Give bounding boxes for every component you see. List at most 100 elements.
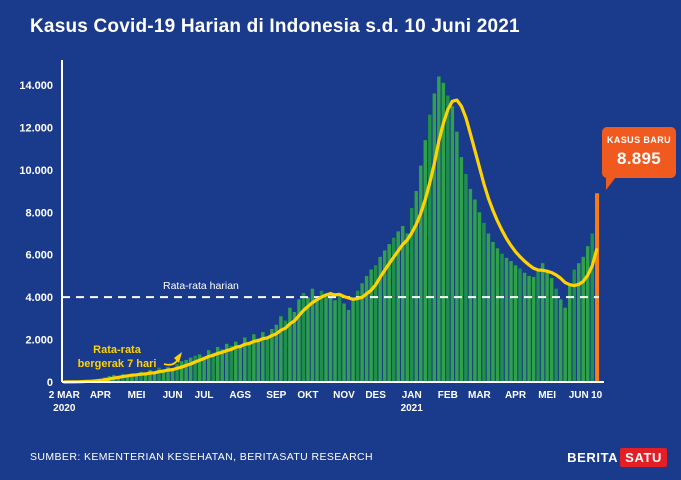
source-text: SUMBER: KEMENTERIAN KESEHATAN, BERITASAT…: [30, 451, 374, 463]
x-tick-label: MEI: [128, 390, 146, 401]
case-bar: [179, 361, 184, 382]
case-bar: [586, 246, 590, 382]
case-bar: [143, 373, 148, 382]
case-bar: [229, 345, 233, 382]
case-bar: [382, 250, 387, 382]
case-bar: [148, 369, 152, 382]
case-bar: [152, 371, 157, 382]
case-bar: [161, 369, 166, 382]
case-bar: [364, 275, 369, 382]
case-bar: [527, 275, 531, 382]
case-bar: [455, 131, 459, 382]
x-tick-label: APR: [90, 390, 112, 401]
case-bar: [405, 233, 409, 382]
chart-title: Kasus Covid-19 Harian di Indonesia s.d. …: [30, 16, 520, 37]
x-tick-label: MEI: [538, 390, 556, 401]
case-bar: [238, 344, 242, 382]
case-bar: [256, 338, 261, 382]
case-bar: [125, 375, 130, 382]
case-bar: [333, 300, 337, 382]
case-bar: [428, 114, 432, 383]
x-tick-label: APR: [505, 390, 527, 401]
case-bar: [310, 288, 315, 382]
case-bar: [531, 276, 536, 382]
y-tick-label: 0: [47, 377, 53, 389]
case-bar: [486, 233, 491, 382]
case-bar: [175, 363, 179, 382]
x-tick-label: MAR: [468, 390, 492, 401]
latest-cases-bar: [595, 193, 600, 382]
case-bar: [188, 357, 193, 382]
x-tick-label: DES: [365, 390, 386, 401]
case-bar: [576, 263, 581, 382]
case-bar: [157, 367, 161, 382]
case-bar: [387, 244, 391, 382]
case-bar: [274, 324, 279, 382]
annotation-arrowhead: [174, 352, 182, 363]
case-bar: [549, 278, 554, 382]
x-tick-label: JUL: [195, 390, 214, 401]
x-tick-label: NOV: [333, 390, 355, 401]
case-bar: [279, 316, 283, 382]
case-bar: [373, 265, 378, 382]
case-bar: [378, 256, 382, 382]
case-bar: [193, 355, 197, 382]
case-bar: [283, 320, 288, 382]
case-bar: [410, 208, 414, 382]
new-cases-callout-label: KASUS BARU: [606, 135, 671, 145]
case-bar: [369, 269, 373, 382]
x-tick-label: JAN: [402, 390, 422, 401]
case-bar: [170, 368, 175, 382]
case-bar: [536, 269, 540, 382]
case-bar: [234, 341, 238, 382]
case-bar: [351, 299, 355, 382]
case-bar: [482, 222, 486, 382]
case-bar: [288, 307, 292, 382]
case-bar: [513, 265, 518, 382]
case-bar: [437, 76, 441, 383]
case-bar: [590, 233, 594, 382]
case-bar: [139, 371, 143, 382]
new-cases-callout-value: 8.895: [616, 149, 662, 168]
x-tick-label: 2 MAR: [49, 390, 81, 401]
case-bar: [581, 256, 585, 382]
daily-case-bars: [62, 76, 600, 383]
case-bar: [184, 359, 188, 382]
case-bar: [401, 226, 405, 382]
case-bar: [419, 165, 423, 382]
case-bar: [450, 106, 455, 382]
case-bar: [441, 82, 446, 382]
case-bar: [337, 293, 342, 382]
case-bar: [495, 248, 500, 382]
case-bar: [396, 231, 400, 382]
x-tick-label: FEB: [438, 390, 458, 401]
x-tick-label: SEP: [266, 390, 286, 401]
y-tick-label: 2.000: [25, 335, 53, 347]
case-bar: [197, 354, 202, 382]
case-bar: [342, 303, 346, 382]
case-bar: [292, 311, 297, 382]
case-bar: [473, 199, 477, 382]
x-tick-year-label: 2020: [53, 403, 76, 414]
moving-average-annotation-line2: bergerak 7 hari: [78, 358, 157, 370]
case-bar: [500, 253, 504, 382]
case-bar: [220, 349, 224, 382]
case-bar: [225, 343, 229, 382]
case-bar: [215, 346, 220, 382]
case-bar: [211, 352, 215, 382]
case-bar: [166, 367, 170, 382]
case-bar: [491, 241, 495, 382]
beritasatu-logo: BERITA SATU: [567, 448, 667, 467]
case-bar: [558, 299, 563, 382]
daily-cases-chart: Rata-rata harian 0 2.000 4.000 6.000 8.000 10.…: [19, 60, 604, 414]
case-bar: [509, 261, 513, 382]
case-bar: [504, 257, 509, 382]
case-bar: [446, 95, 450, 382]
case-bar: [134, 374, 139, 382]
daily-average-label: Rata-rata harian: [163, 280, 239, 292]
y-tick-label: 4.000: [25, 292, 53, 304]
case-bar: [346, 309, 351, 382]
case-bar: [464, 174, 468, 382]
case-bar: [423, 140, 428, 382]
